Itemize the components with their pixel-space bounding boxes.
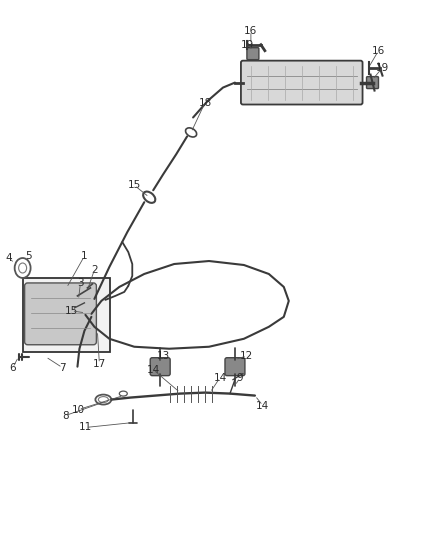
Text: 12: 12 <box>240 351 254 361</box>
FancyBboxPatch shape <box>150 358 170 376</box>
FancyBboxPatch shape <box>247 47 259 60</box>
Text: 16: 16 <box>372 46 385 55</box>
Text: 4: 4 <box>5 253 12 263</box>
Text: 14: 14 <box>213 373 226 383</box>
Text: 2: 2 <box>91 265 98 275</box>
Text: 15: 15 <box>65 306 78 316</box>
Text: 19: 19 <box>376 63 389 72</box>
Text: 18: 18 <box>198 98 212 108</box>
FancyBboxPatch shape <box>225 358 245 376</box>
Text: 5: 5 <box>25 251 32 261</box>
Text: 19: 19 <box>241 39 254 50</box>
Bar <box>23 278 110 352</box>
Text: 15: 15 <box>127 180 141 190</box>
Text: 16: 16 <box>244 26 258 36</box>
Text: 3: 3 <box>77 278 84 288</box>
Text: 9: 9 <box>237 373 243 383</box>
Text: 14: 14 <box>256 401 269 410</box>
FancyBboxPatch shape <box>367 77 378 88</box>
Text: 7: 7 <box>59 362 66 373</box>
Text: 14: 14 <box>147 365 160 375</box>
Text: 17: 17 <box>93 359 106 369</box>
FancyBboxPatch shape <box>241 61 363 104</box>
Text: 1: 1 <box>81 251 88 261</box>
Text: 6: 6 <box>9 362 16 373</box>
Text: 13: 13 <box>156 351 170 361</box>
Text: 10: 10 <box>72 405 85 415</box>
FancyBboxPatch shape <box>25 283 96 345</box>
Text: 8: 8 <box>62 410 69 421</box>
Text: 11: 11 <box>79 423 92 432</box>
